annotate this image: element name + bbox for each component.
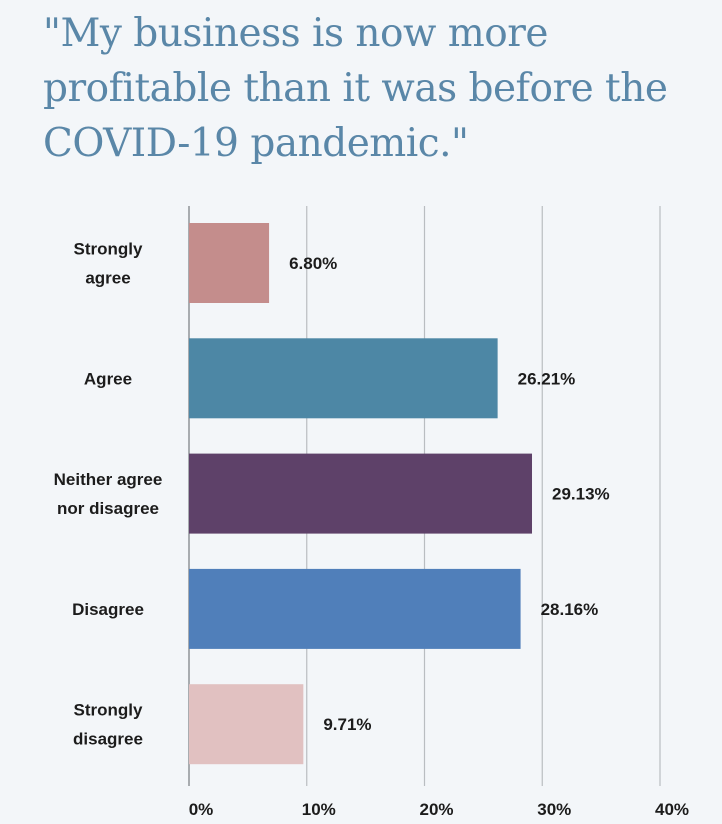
x-tick-label: 10%: [302, 800, 336, 819]
value-label: 9.71%: [323, 715, 371, 734]
bar: [189, 453, 533, 534]
category-label: Neither agree nor disagree: [54, 470, 163, 518]
category-label: Strongly agree: [74, 240, 143, 288]
bar: [189, 338, 498, 419]
bar: [189, 568, 521, 649]
category-label: Disagree: [72, 600, 144, 619]
x-tick-label: 40%: [655, 800, 689, 819]
value-label: 28.16%: [541, 600, 599, 619]
category-label: Strongly disagree: [73, 701, 143, 749]
x-tick-label: 0%: [189, 800, 214, 819]
bar: [189, 223, 270, 303]
value-label: 29.13%: [552, 485, 610, 504]
chart-title: "My business is now more profitable than…: [43, 11, 668, 166]
value-label: 26.21%: [518, 369, 576, 388]
value-label: 6.80%: [289, 254, 337, 273]
x-tick-label: 30%: [537, 800, 571, 819]
bar: [189, 684, 304, 765]
x-tick-label: 20%: [419, 800, 453, 819]
category-label: Agree: [84, 369, 132, 388]
